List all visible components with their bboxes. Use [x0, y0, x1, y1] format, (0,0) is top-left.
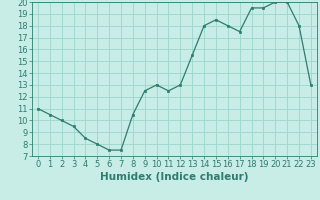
X-axis label: Humidex (Indice chaleur): Humidex (Indice chaleur): [100, 172, 249, 182]
